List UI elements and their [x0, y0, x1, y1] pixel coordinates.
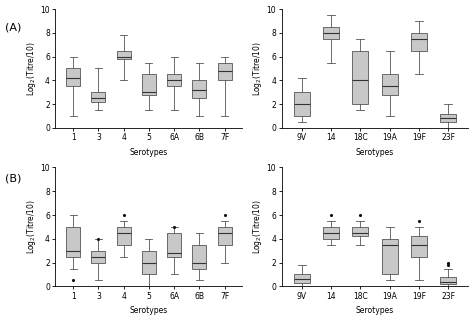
PathPatch shape: [411, 236, 427, 256]
PathPatch shape: [66, 68, 80, 86]
PathPatch shape: [323, 27, 339, 39]
X-axis label: Serotypes: Serotypes: [356, 307, 394, 316]
PathPatch shape: [192, 245, 206, 268]
X-axis label: Serotypes: Serotypes: [130, 307, 168, 316]
Y-axis label: Log$_2$(Titre/10): Log$_2$(Titre/10): [251, 200, 264, 254]
PathPatch shape: [352, 51, 368, 104]
PathPatch shape: [323, 227, 339, 239]
PathPatch shape: [167, 74, 181, 86]
PathPatch shape: [352, 227, 368, 236]
X-axis label: Serotypes: Serotypes: [356, 148, 394, 157]
PathPatch shape: [91, 92, 105, 102]
PathPatch shape: [142, 251, 156, 274]
X-axis label: Serotypes: Serotypes: [130, 148, 168, 157]
PathPatch shape: [142, 74, 156, 95]
PathPatch shape: [294, 274, 310, 283]
PathPatch shape: [382, 239, 398, 274]
Y-axis label: Log$_2$(Titre/10): Log$_2$(Titre/10): [25, 41, 37, 96]
Y-axis label: Log$_2$(Titre/10): Log$_2$(Titre/10): [25, 200, 37, 254]
PathPatch shape: [91, 251, 105, 263]
PathPatch shape: [117, 227, 131, 245]
PathPatch shape: [294, 92, 310, 116]
PathPatch shape: [382, 74, 398, 95]
PathPatch shape: [411, 33, 427, 51]
PathPatch shape: [218, 227, 232, 245]
PathPatch shape: [440, 277, 456, 284]
PathPatch shape: [117, 51, 131, 59]
Y-axis label: Log$_2$(Titre/10): Log$_2$(Titre/10): [251, 41, 264, 96]
PathPatch shape: [167, 233, 181, 256]
PathPatch shape: [66, 227, 80, 256]
PathPatch shape: [192, 80, 206, 98]
PathPatch shape: [440, 114, 456, 122]
PathPatch shape: [218, 63, 232, 80]
Text: (B): (B): [5, 173, 21, 183]
Text: (A): (A): [5, 22, 21, 32]
